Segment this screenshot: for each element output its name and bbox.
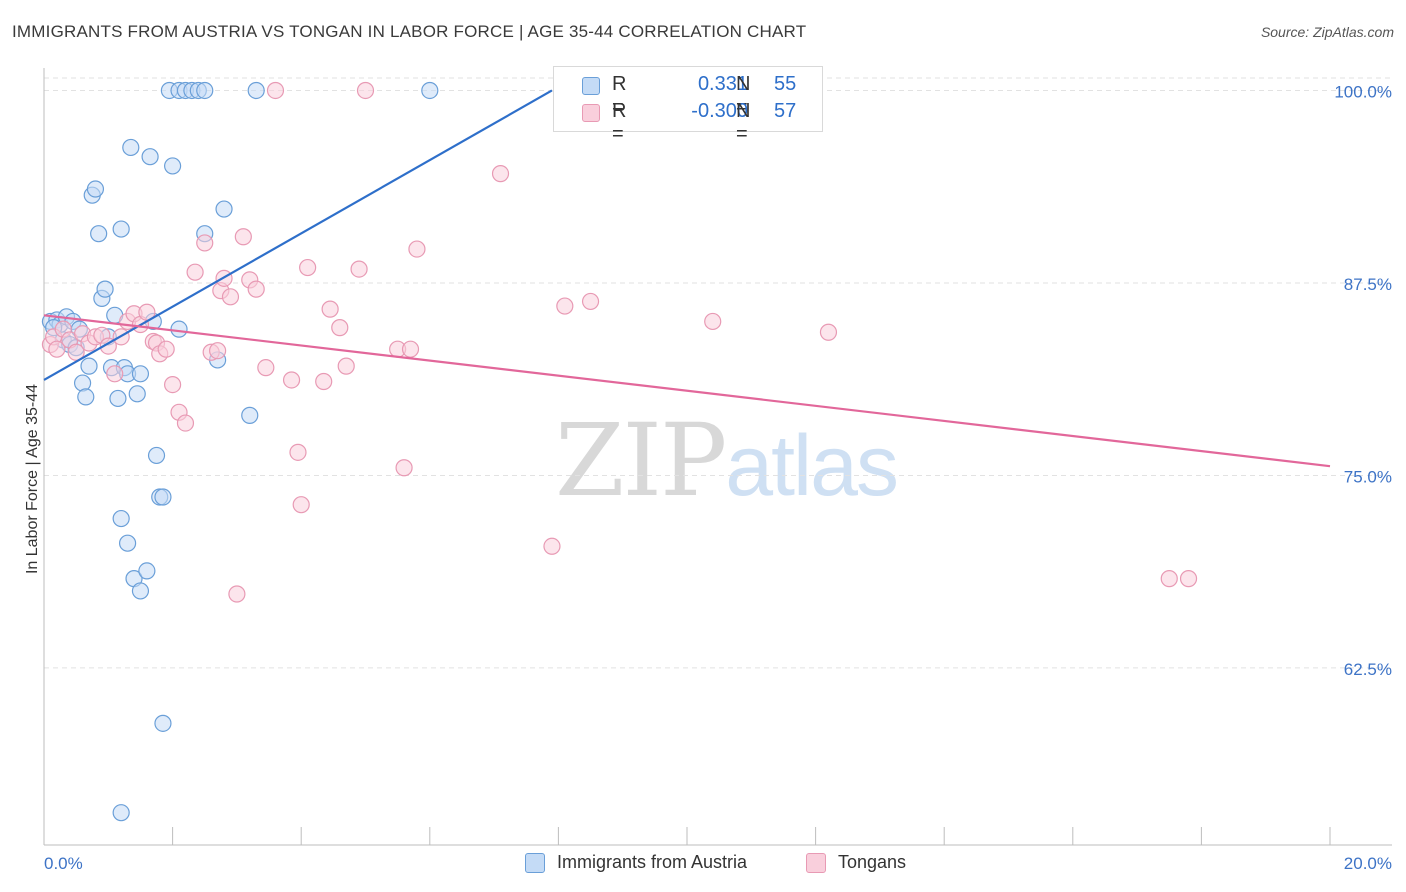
point-tongans xyxy=(67,343,85,361)
point-tongans xyxy=(1179,570,1198,588)
point-austria xyxy=(154,714,172,732)
point-austria xyxy=(247,81,265,100)
legend-swatch-tongans xyxy=(582,104,600,122)
legend-r-label: R = xyxy=(612,100,627,145)
legend-n-label: N = xyxy=(736,73,751,118)
point-tongans xyxy=(48,340,66,358)
bottom-legend-swatch-austria xyxy=(525,853,545,873)
point-tongans xyxy=(356,81,375,100)
point-tongans xyxy=(556,297,574,315)
point-austria xyxy=(112,509,130,528)
point-tongans xyxy=(282,371,301,389)
point-austria xyxy=(421,81,439,100)
legend-r-value: -0.300 xyxy=(691,100,748,122)
point-tongans xyxy=(321,300,339,318)
trend-layer xyxy=(43,89,1331,468)
point-tongans xyxy=(157,340,175,358)
point-tongans xyxy=(221,288,240,306)
y-tick-label: 100.0% xyxy=(1334,82,1392,101)
point-tongans xyxy=(704,312,722,331)
point-tongans xyxy=(401,340,420,358)
point-austria xyxy=(80,357,98,375)
y-tick-label: 62.5% xyxy=(1344,660,1392,679)
point-austria xyxy=(131,582,150,600)
point-tongans xyxy=(186,263,204,281)
point-tongans xyxy=(299,258,317,277)
point-tongans xyxy=(289,443,307,461)
label-layer: 62.5% 75.0% 87.5% 100.0% 0.0% 20.0% xyxy=(44,82,1392,873)
point-tongans xyxy=(543,537,561,555)
point-tongans xyxy=(581,292,600,311)
point-austria xyxy=(112,804,130,822)
legend-r-value: 0.331 xyxy=(697,73,748,95)
legend-swatch-austria xyxy=(582,77,600,95)
trendline-austria xyxy=(43,89,553,381)
point-austria xyxy=(141,148,159,166)
points-layer xyxy=(41,81,1198,822)
point-tongans xyxy=(315,372,333,391)
point-austria xyxy=(118,534,137,552)
watermark: ZIPatlas xyxy=(555,402,899,519)
bottom-legend-label-tongans: Tongans xyxy=(838,852,907,872)
legend-n-value: 55 xyxy=(774,73,797,95)
point-austria xyxy=(215,200,233,218)
point-tongans xyxy=(331,319,349,337)
point-tongans xyxy=(106,365,124,383)
watermark-atlas: atlas xyxy=(725,418,899,514)
point-tongans xyxy=(491,165,510,183)
point-austria xyxy=(86,180,105,198)
y-axis-label-wrap: In Labor Force | Age 35-44 xyxy=(18,350,42,650)
point-tongans xyxy=(408,240,426,258)
point-austria xyxy=(128,385,146,403)
point-tongans xyxy=(164,375,182,394)
bottom-legend-label-austria: Immigrants from Austria xyxy=(557,852,748,872)
legend-n-value: 57 xyxy=(774,100,797,122)
point-austria xyxy=(122,138,140,157)
point-tongans xyxy=(209,342,227,360)
point-austria xyxy=(109,389,127,408)
point-tongans xyxy=(228,585,246,603)
point-austria xyxy=(77,388,95,406)
legend-r-label: R = xyxy=(612,73,627,118)
point-tongans xyxy=(266,81,285,100)
point-austria xyxy=(147,446,166,465)
y-tick-label: 87.5% xyxy=(1344,275,1392,294)
point-tongans xyxy=(292,496,310,514)
point-tongans xyxy=(395,459,413,477)
chart-title: IMMIGRANTS FROM AUSTRIA VS TONGAN IN LAB… xyxy=(12,22,807,41)
point-austria xyxy=(154,488,172,506)
source-credit: Source: ZipAtlas.com xyxy=(1260,24,1394,40)
point-austria xyxy=(196,81,214,100)
point-tongans xyxy=(337,357,355,375)
point-austria xyxy=(90,225,108,243)
trendline-tongans xyxy=(43,314,1331,468)
point-tongans xyxy=(257,359,275,377)
point-austria xyxy=(138,562,156,580)
axis-layer xyxy=(43,68,1392,846)
x-tick-label: 0.0% xyxy=(44,854,83,873)
point-tongans xyxy=(196,234,214,252)
watermark-zip: ZIP xyxy=(555,402,727,519)
point-tongans xyxy=(350,260,368,278)
x-tick-label: 20.0% xyxy=(1344,854,1392,873)
point-tongans xyxy=(1160,570,1178,588)
correlation-legend: R = 0.331 N = 55 R = -0.300 N = 57 xyxy=(553,66,823,145)
y-axis-label: In Labor Force | Age 35-44 xyxy=(24,383,41,575)
legend-n-label: N = xyxy=(736,100,751,145)
point-tongans xyxy=(176,414,195,432)
point-austria xyxy=(164,157,182,175)
point-austria xyxy=(96,280,114,298)
point-tongans xyxy=(234,228,252,246)
point-tongans xyxy=(247,280,265,298)
point-austria xyxy=(170,320,188,338)
point-tongans xyxy=(819,323,838,341)
point-austria xyxy=(131,365,150,383)
bottom-legend-swatch-tongans xyxy=(806,853,826,873)
y-tick-label: 75.0% xyxy=(1344,467,1392,486)
point-austria xyxy=(241,406,259,424)
point-austria xyxy=(112,220,130,238)
